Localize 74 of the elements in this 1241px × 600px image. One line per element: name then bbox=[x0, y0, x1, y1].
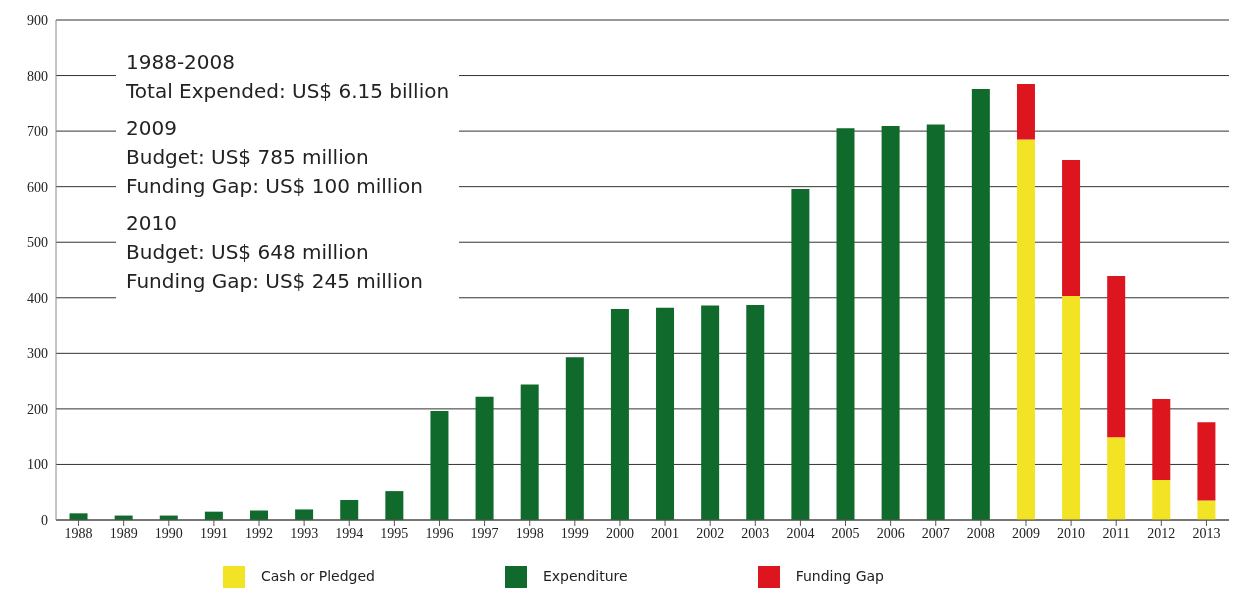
bar bbox=[430, 411, 449, 520]
x-tick-label: 1994 bbox=[335, 525, 364, 541]
bar bbox=[926, 124, 945, 520]
bar bbox=[1197, 422, 1216, 501]
x-tick-label: 2012 bbox=[1147, 525, 1176, 541]
y-tick-label: 500 bbox=[27, 235, 48, 251]
bar bbox=[295, 509, 314, 520]
annotation: 2009 bbox=[126, 115, 178, 142]
y-tick-label: 0 bbox=[41, 512, 48, 528]
legend-label: Expenditure bbox=[542, 568, 628, 584]
annotation: 1988-2008 bbox=[126, 49, 236, 76]
x-tick-label: 2009 bbox=[1011, 525, 1040, 541]
x-tick-label: 2002 bbox=[696, 525, 725, 541]
x-tick-label: 2004 bbox=[786, 525, 815, 541]
x-tick-label: 2003 bbox=[741, 525, 770, 541]
x-tick-label: 1992 bbox=[245, 525, 274, 541]
x-tick-label: 1999 bbox=[560, 525, 589, 541]
x-tick-label: 2007 bbox=[921, 525, 950, 541]
x-tick-label: 1991 bbox=[199, 525, 228, 541]
annotation: Budget: US$ 785 million bbox=[126, 144, 370, 171]
y-tick-label: 800 bbox=[27, 68, 48, 84]
x-tick-label: 1998 bbox=[515, 525, 544, 541]
annotation: Total Expended: US$ 6.15 billion bbox=[126, 78, 450, 105]
bar bbox=[1107, 437, 1126, 520]
legend-label: Funding Gap bbox=[795, 568, 885, 584]
y-tick-label: 100 bbox=[27, 457, 48, 473]
y-tick-label: 400 bbox=[27, 290, 48, 306]
y-tick-label: 600 bbox=[27, 179, 48, 195]
x-tick-label: 2001 bbox=[651, 525, 680, 541]
annotation: 2010 bbox=[126, 210, 178, 237]
bar bbox=[69, 513, 88, 520]
annotation: Funding Gap: US$ 100 million bbox=[126, 173, 424, 200]
bar bbox=[1152, 398, 1171, 480]
bar bbox=[881, 126, 900, 520]
x-tick-label: 1993 bbox=[290, 525, 319, 541]
y-tick-label: 200 bbox=[27, 401, 48, 417]
x-tick-label: 1995 bbox=[380, 525, 409, 541]
annotation: Budget: US$ 648 million bbox=[126, 239, 370, 266]
legend-label: Cash or Pledged bbox=[260, 568, 375, 584]
x-tick-label: 1989 bbox=[109, 525, 138, 541]
x-tick-label: 2013 bbox=[1192, 525, 1221, 541]
y-tick-label: 900 bbox=[27, 12, 48, 28]
annotation: Funding Gap: US$ 245 million bbox=[126, 268, 424, 295]
x-tick-label: 2010 bbox=[1057, 525, 1086, 541]
bar bbox=[1062, 296, 1081, 520]
bar bbox=[656, 307, 675, 520]
bar bbox=[1062, 160, 1081, 297]
x-tick-label: 1990 bbox=[154, 525, 183, 541]
y-tick-label: 300 bbox=[27, 346, 48, 362]
bar bbox=[1016, 139, 1035, 520]
bar bbox=[1152, 480, 1171, 520]
bar bbox=[565, 357, 584, 520]
bar bbox=[701, 305, 720, 520]
x-tick-label: 2000 bbox=[605, 525, 634, 541]
x-tick-label: 2008 bbox=[966, 525, 995, 541]
bar bbox=[1107, 276, 1126, 438]
x-tick-label: 1996 bbox=[425, 525, 454, 541]
bar bbox=[971, 88, 990, 520]
bar bbox=[475, 396, 494, 520]
x-tick-label: 2005 bbox=[831, 525, 860, 541]
bar bbox=[610, 308, 629, 520]
bar bbox=[1197, 500, 1216, 520]
y-tick-label: 700 bbox=[27, 124, 48, 140]
bar bbox=[340, 500, 359, 520]
x-tick-label: 1997 bbox=[470, 525, 499, 541]
bar bbox=[746, 305, 765, 520]
bar bbox=[385, 491, 404, 520]
bar bbox=[520, 384, 539, 520]
bar bbox=[836, 128, 855, 520]
x-tick-label: 2011 bbox=[1102, 525, 1130, 541]
bar bbox=[1016, 83, 1035, 140]
x-tick-label: 2006 bbox=[876, 525, 905, 541]
bar bbox=[791, 188, 810, 520]
x-tick-label: 1988 bbox=[64, 525, 93, 541]
